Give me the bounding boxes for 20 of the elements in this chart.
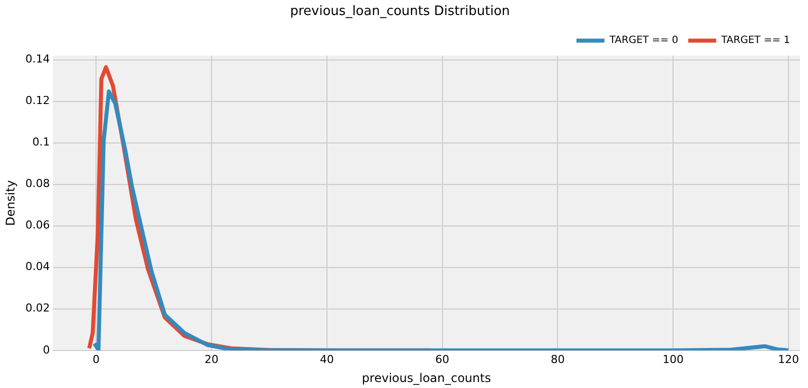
y-tick-label: 0.02 (25, 302, 50, 315)
y-tick-label: 0.04 (25, 260, 50, 274)
y-axis-title: Density (3, 180, 18, 226)
y-tick-label: 0 (42, 343, 50, 356)
y-tick-label: 0.12 (25, 94, 50, 108)
x-axis-title: previous_loan_counts (362, 370, 491, 385)
chart-title: previous_loan_counts Distribution (290, 4, 510, 20)
y-tick-label: 0.14 (25, 52, 50, 66)
y-tick-label: 0.08 (25, 177, 50, 190)
legend-label: TARGET == 0 (608, 35, 678, 46)
y-tick-label: 0.06 (25, 218, 50, 232)
x-tick-label: 80 (550, 352, 565, 366)
y-tick-label: 0.1 (32, 136, 50, 149)
x-tick-label: 40 (320, 352, 334, 366)
x-tick-label: 60 (435, 352, 450, 366)
x-tick-label: 20 (204, 352, 219, 366)
x-tick-label: 120 (778, 352, 799, 366)
x-tick-label: 100 (662, 352, 684, 366)
legend-label: TARGET == 1 (720, 35, 790, 46)
x-tick-label: 0 (92, 352, 100, 366)
